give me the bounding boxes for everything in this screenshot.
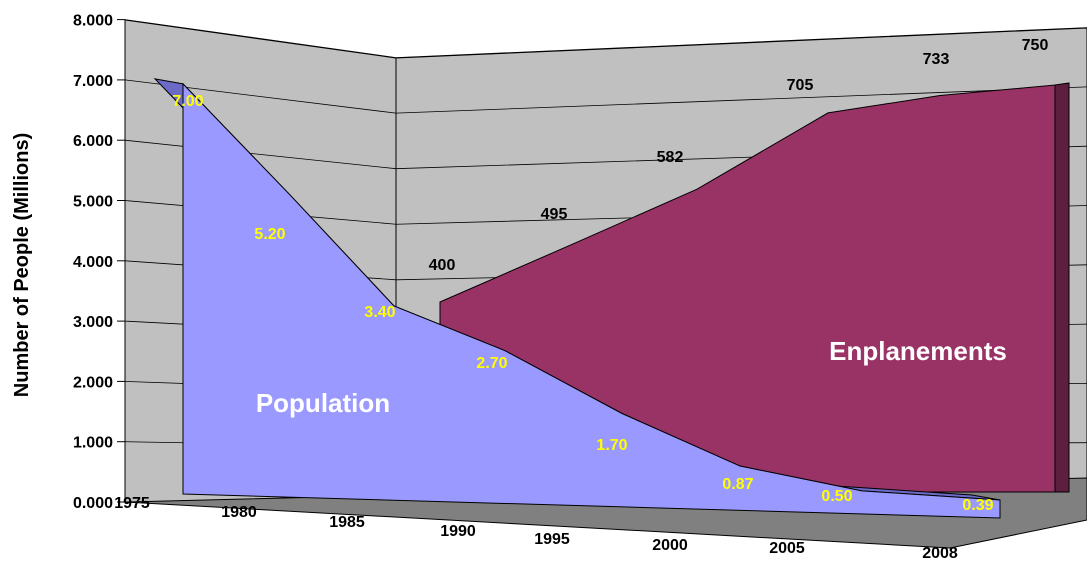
y-tick-label: 7.000 (73, 73, 113, 90)
series-layer (153, 78, 1070, 519)
x-tick-label: 2000 (652, 537, 688, 554)
population-data-label: 7.00 (172, 93, 203, 110)
y-tick-label: 4.000 (73, 254, 113, 271)
data-labels: 7.00 5.20 3.40 2.70 1.70 0.87 0.50 0.39 400 495 58… (172, 37, 1048, 514)
x-tick-label: 1990 (440, 523, 476, 540)
enplanements-data-label: 400 (429, 257, 456, 274)
x-tick-label: 2005 (769, 540, 805, 557)
y-axis-title: Number of People (Millions) (11, 133, 33, 397)
y-tick-label: 5.000 (73, 194, 113, 211)
enplanements-side-face (1054, 82, 1070, 493)
population-area (182, 82, 1001, 519)
population-data-label: 3.40 (364, 304, 395, 321)
x-tick-label: 2008 (922, 545, 958, 562)
population-data-label: 0.39 (962, 497, 993, 514)
enplanements-data-label: 582 (657, 149, 684, 166)
enplanements-data-label: 733 (923, 51, 950, 68)
y-tick-label: 3.000 (73, 314, 113, 331)
y-tick-label: 1.000 (73, 435, 113, 452)
population-data-label: 2.70 (476, 355, 507, 372)
population-data-label: 5.20 (254, 226, 285, 243)
enplanements-data-label: 705 (787, 77, 814, 94)
y-tick-label: 8.000 (73, 13, 113, 30)
enplanements-data-label: 750 (1022, 37, 1049, 54)
y-axis-ticks: 0.000 1.000 2.000 3.000 4.000 5.000 6.000 7.000… (73, 13, 126, 512)
series-label-enplanements: Enplanements (829, 336, 1007, 366)
population-data-label: 1.70 (596, 437, 627, 454)
series-label-population: Population (256, 388, 390, 418)
x-axis-ticks: 1975 1980 1985 1990 1995 2000 2005 2008 (114, 495, 958, 562)
y-tick-label: 6.000 (73, 133, 113, 150)
population-data-label: 0.50 (821, 488, 852, 505)
y-tick-label: 2.000 (73, 374, 113, 391)
x-tick-label: 1985 (329, 514, 365, 531)
x-tick-label: 1975 (114, 495, 150, 512)
population-data-label: 0.87 (722, 476, 753, 493)
enplanements-data-label: 495 (541, 206, 568, 223)
y-tick-label: 0.000 (73, 495, 113, 512)
gridline (124, 79, 1087, 114)
x-tick-label: 1995 (534, 531, 570, 548)
x-tick-label: 1980 (221, 504, 257, 521)
gridline (124, 19, 1087, 59)
